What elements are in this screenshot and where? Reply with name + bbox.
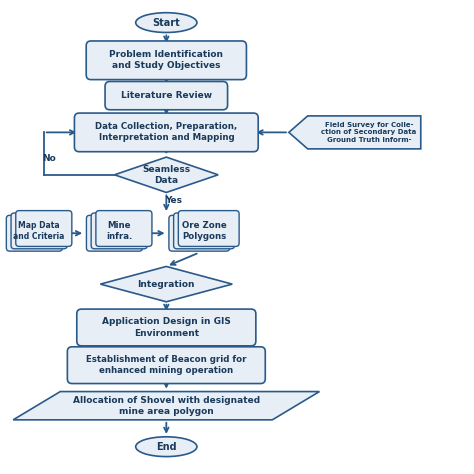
FancyBboxPatch shape: [11, 213, 67, 249]
FancyBboxPatch shape: [169, 215, 230, 251]
FancyBboxPatch shape: [86, 215, 143, 251]
Text: Data Collection, Preparation,
Interpretation and Mapping: Data Collection, Preparation, Interpreta…: [95, 122, 237, 143]
FancyBboxPatch shape: [91, 213, 147, 249]
FancyBboxPatch shape: [16, 210, 72, 246]
FancyBboxPatch shape: [173, 213, 235, 249]
Text: Problem Identification
and Study Objectives: Problem Identification and Study Objecti…: [109, 50, 223, 70]
Text: Application Design in GIS
Environment: Application Design in GIS Environment: [102, 318, 231, 337]
FancyBboxPatch shape: [105, 82, 228, 110]
Text: Integration: Integration: [137, 280, 195, 289]
Text: Yes: Yes: [165, 196, 182, 205]
FancyBboxPatch shape: [67, 347, 265, 383]
FancyBboxPatch shape: [86, 41, 246, 80]
FancyBboxPatch shape: [74, 113, 258, 152]
Text: Ore Zone
Polygons: Ore Zone Polygons: [182, 221, 227, 241]
Text: No: No: [42, 154, 55, 163]
Text: Establishment of Beacon grid for
enhanced mining operation: Establishment of Beacon grid for enhance…: [86, 355, 246, 375]
Polygon shape: [13, 392, 319, 420]
Ellipse shape: [136, 13, 197, 33]
Text: Seamless
Data: Seamless Data: [142, 165, 191, 185]
FancyBboxPatch shape: [178, 210, 239, 246]
Text: Allocation of Shovel with designated
mine area polygon: Allocation of Shovel with designated min…: [73, 396, 260, 416]
Text: Field Survey for Colle-
ction of Secondary Data
Ground Truth Inform-: Field Survey for Colle- ction of Seconda…: [321, 122, 417, 143]
Polygon shape: [100, 266, 232, 302]
Ellipse shape: [136, 437, 197, 456]
Text: Start: Start: [153, 18, 180, 27]
Text: Map Data
and Criteria: Map Data and Criteria: [13, 221, 65, 241]
FancyBboxPatch shape: [96, 210, 152, 246]
Polygon shape: [115, 157, 218, 192]
FancyBboxPatch shape: [6, 215, 63, 251]
Polygon shape: [289, 116, 421, 149]
FancyBboxPatch shape: [77, 309, 256, 346]
Text: End: End: [156, 442, 177, 452]
Text: Literature Review: Literature Review: [121, 91, 212, 100]
Text: Mine
infra.: Mine infra.: [106, 221, 132, 241]
